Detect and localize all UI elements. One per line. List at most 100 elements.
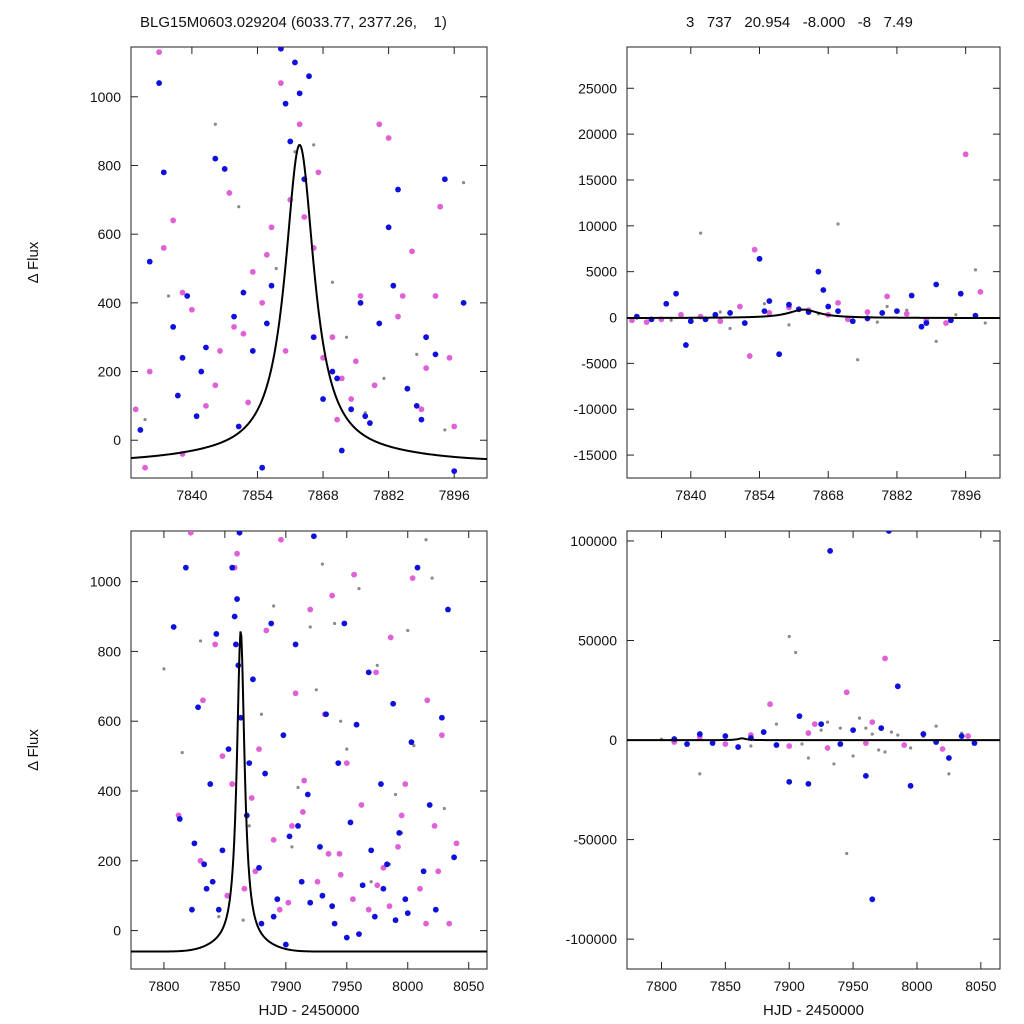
data-point [722, 741, 729, 747]
data-point [901, 742, 908, 748]
data-point [250, 676, 256, 683]
data-point [258, 920, 265, 927]
data-point [794, 650, 798, 655]
data-point [310, 334, 317, 341]
data-point [445, 606, 451, 613]
data-point [343, 760, 350, 766]
data-point [954, 313, 958, 317]
data-point [424, 697, 431, 704]
data-point [934, 724, 938, 728]
data-point [432, 906, 439, 913]
data-point [885, 304, 889, 309]
data-point [201, 861, 208, 868]
data-point [774, 722, 779, 726]
data-point [358, 802, 365, 808]
data-point [973, 268, 978, 272]
data-point [446, 354, 453, 361]
data-point [270, 913, 277, 920]
data-point [443, 428, 447, 432]
data-point [170, 624, 177, 630]
data-point [282, 348, 289, 354]
x-tick-label: 7800 [646, 978, 677, 994]
data-point [198, 368, 205, 375]
data-point [347, 819, 354, 826]
data-point [827, 548, 834, 554]
data-point [307, 606, 314, 613]
data-point [962, 151, 969, 158]
data-point [760, 729, 767, 735]
data-point [983, 321, 987, 325]
data-point [369, 880, 373, 884]
data-point [392, 917, 399, 924]
data-point [368, 847, 375, 854]
data-point [453, 840, 460, 847]
data-point [365, 906, 372, 913]
data-point [889, 730, 894, 734]
data-point [236, 531, 243, 536]
data-point [390, 700, 397, 707]
data-point [235, 423, 242, 430]
plot-top-left: 7840 7854 7868 7882 7896 0 200 400 600 800 1000 Δ F… [25, 46, 488, 503]
data-point [736, 303, 743, 310]
data-point [241, 885, 248, 892]
x-tick-label: 7850 [209, 978, 240, 994]
data-point [418, 406, 425, 413]
data-point [184, 293, 191, 299]
data-point [156, 49, 163, 56]
data-point [856, 358, 860, 362]
data-point [334, 375, 341, 382]
data-point [282, 100, 289, 107]
data-point [259, 712, 264, 716]
data-point [786, 778, 793, 785]
data-point [423, 920, 429, 927]
data-point [338, 447, 345, 454]
data-point [349, 896, 356, 903]
data-point [308, 625, 312, 629]
y-tick-label: 0 [113, 923, 121, 939]
data-point [728, 326, 732, 331]
data-point [878, 725, 885, 731]
data-point [348, 406, 355, 413]
y-tick-label: 5000 [586, 264, 617, 280]
data-point [334, 416, 341, 423]
data-point [939, 746, 946, 752]
panel-header-right: 3 737 20.954 -8.000 -8 7.49 [686, 14, 913, 31]
data-point [237, 714, 244, 721]
data-point [756, 255, 763, 262]
data-point [399, 293, 406, 299]
data-point [249, 269, 256, 275]
data-point [212, 641, 219, 648]
data-point [663, 300, 670, 307]
data-point [286, 833, 293, 840]
data-point [200, 697, 206, 704]
data-point [766, 298, 773, 304]
data-point [268, 620, 275, 627]
data-point [678, 311, 684, 318]
data-point [337, 871, 344, 878]
data-point [461, 181, 466, 185]
data-point [387, 634, 394, 641]
data-point [231, 323, 237, 330]
data-point [278, 536, 284, 543]
data-point [824, 745, 831, 751]
data-point [669, 318, 673, 322]
y-axis-label: Δ Flux [25, 729, 42, 771]
data-point [219, 753, 226, 760]
x-tick-label: 7854 [744, 487, 775, 503]
data-point [374, 882, 381, 889]
data-point [195, 704, 201, 711]
y-tick-label: 1000 [90, 574, 121, 590]
data-point [741, 320, 748, 326]
data-point [310, 533, 317, 540]
data-point [933, 281, 940, 288]
data-point [357, 586, 361, 591]
data-point [263, 627, 270, 634]
data-point [696, 731, 703, 737]
y-tick-label: 1000 [90, 89, 121, 105]
data-point [187, 531, 194, 536]
data-point [293, 150, 297, 154]
y-tick-label: 200 [98, 853, 122, 869]
data-point [336, 850, 343, 857]
data-point [947, 772, 951, 776]
plot-frame [626, 530, 1001, 970]
